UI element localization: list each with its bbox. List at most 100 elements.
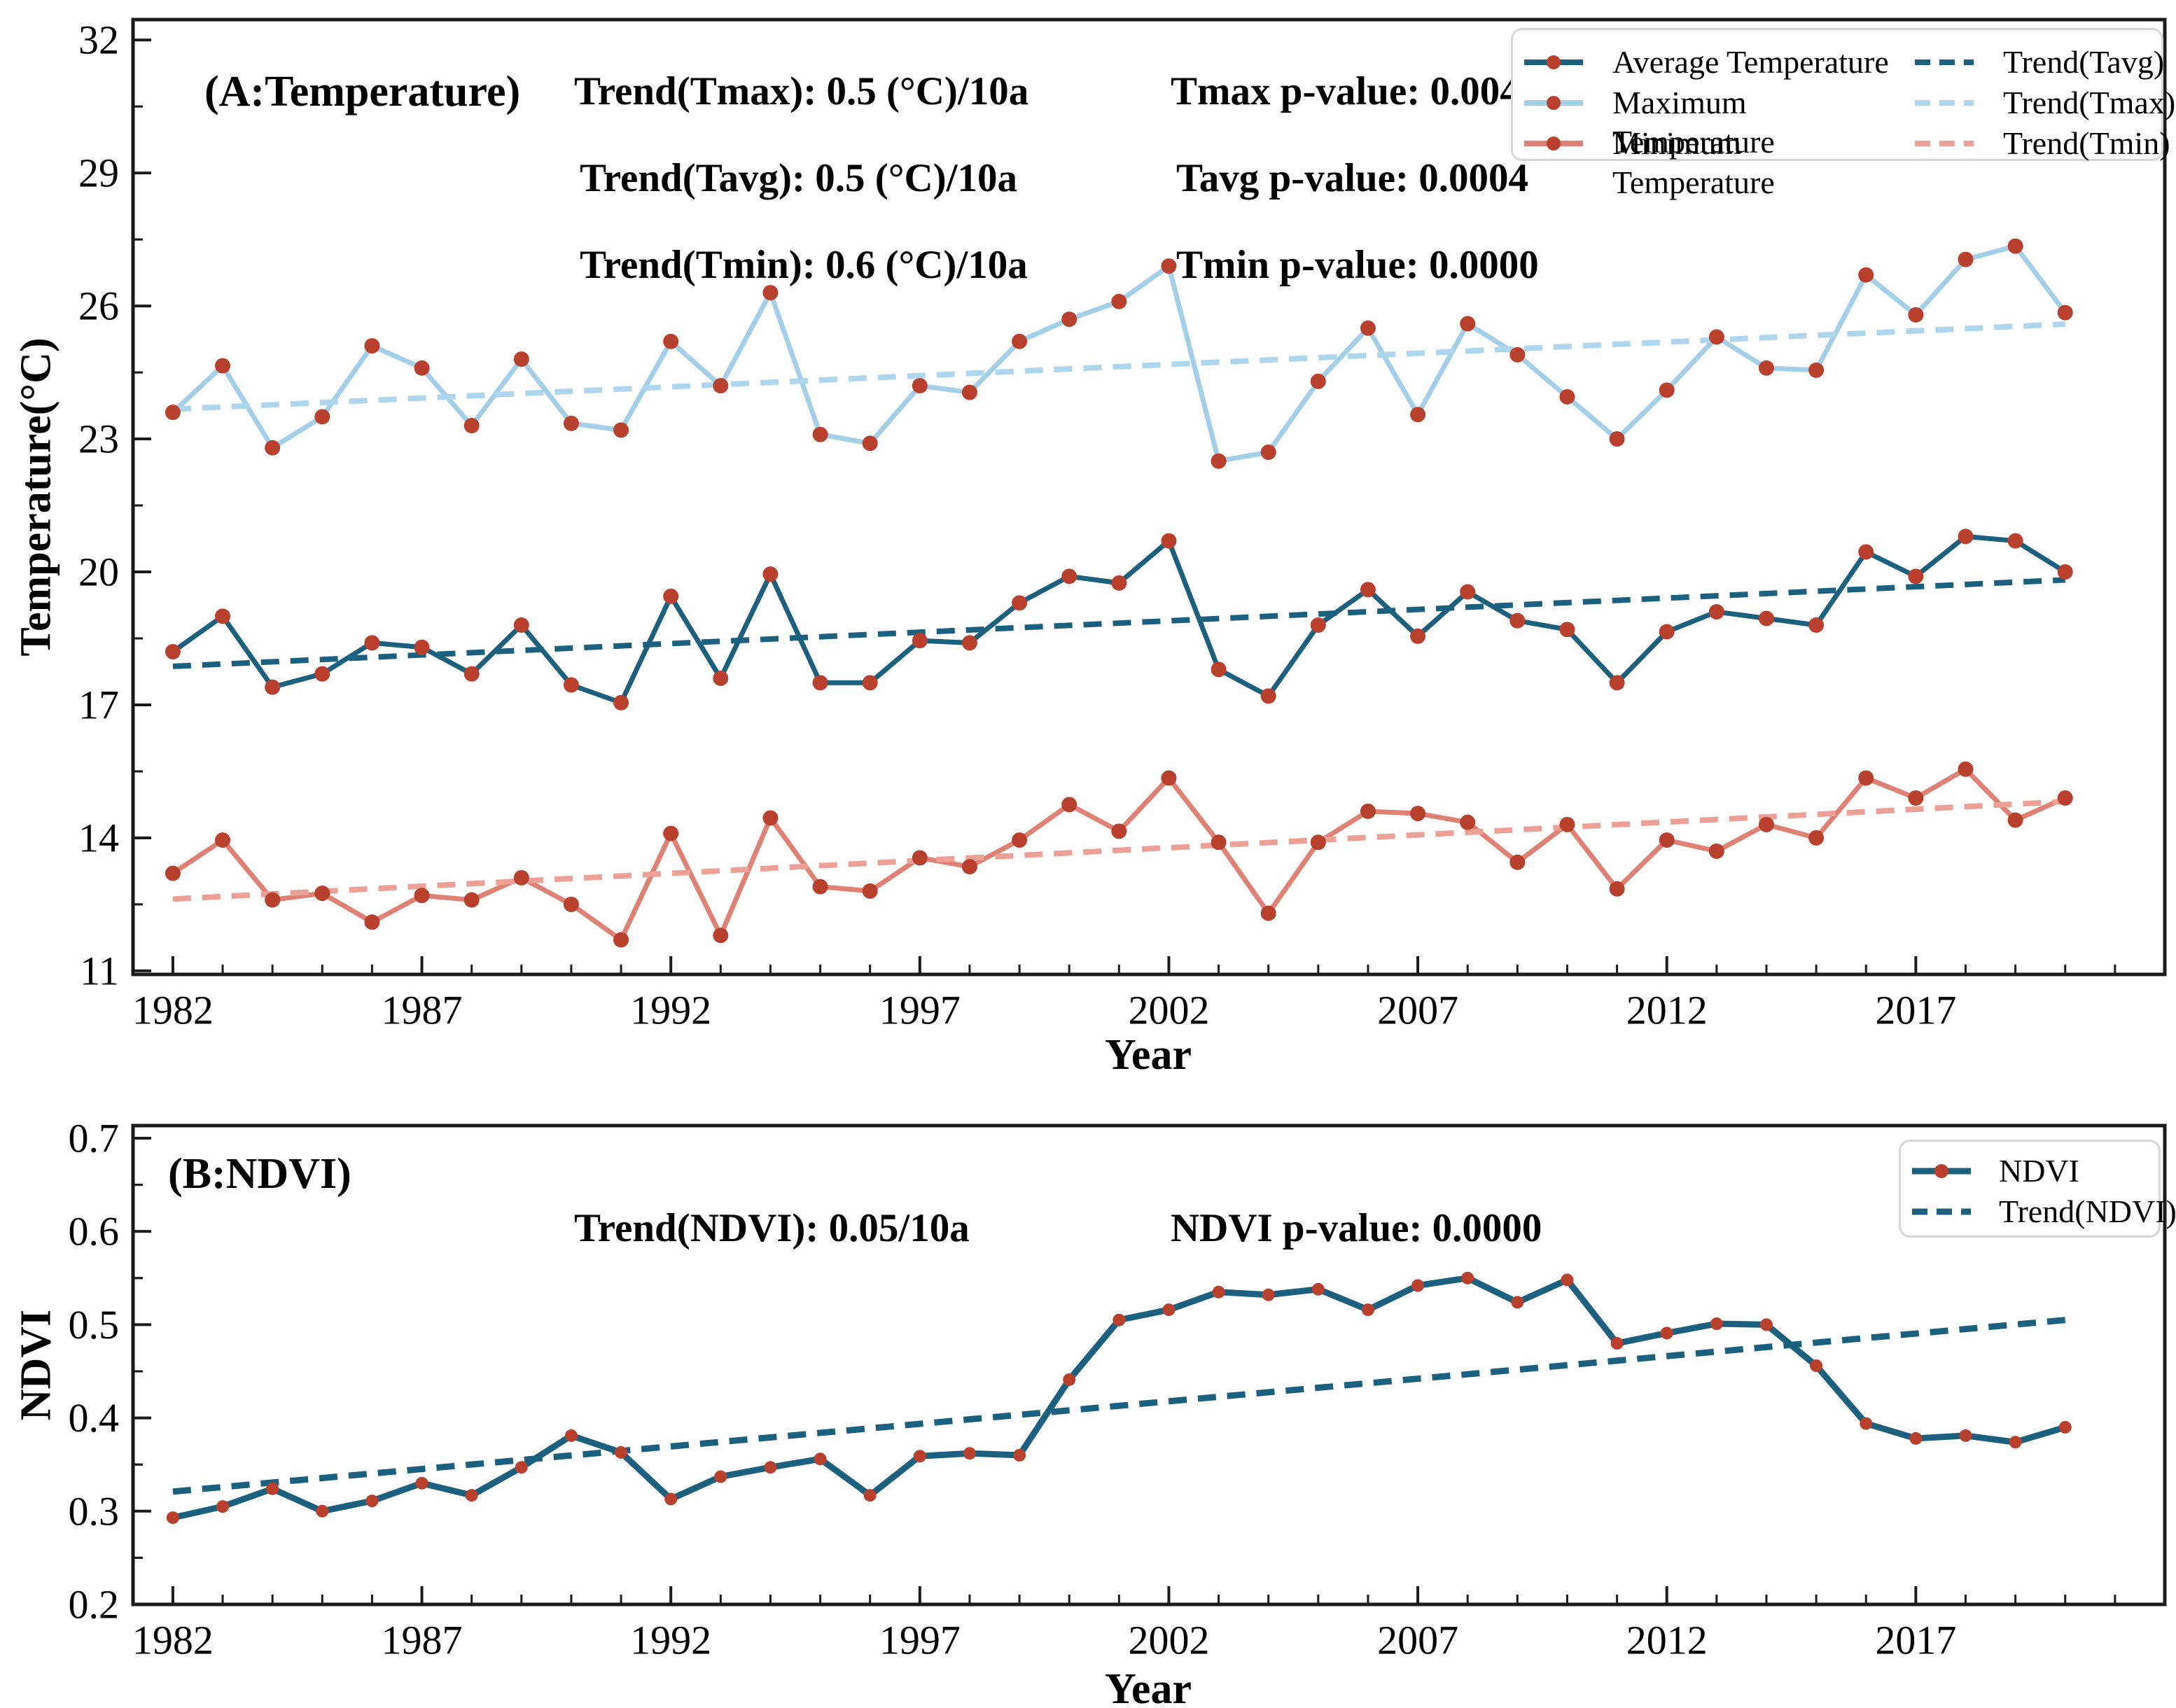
- panel-a-data-point-max: [862, 435, 878, 451]
- panel-b-data-point-ndvi: [465, 1489, 478, 1502]
- panel-a-data-point-min: [513, 869, 529, 886]
- panel-a-data-point-avg: [563, 677, 579, 693]
- panel-b-data-point-ndvi: [515, 1461, 528, 1474]
- panel-a-data-point-min: [1360, 803, 1376, 819]
- panel-b-data-point-ndvi: [564, 1429, 578, 1442]
- panel-a-legend: Average Temperature Maximum Temperature …: [1511, 28, 2175, 200]
- panel-a-data-point-avg: [364, 635, 380, 651]
- panel-a-data-point-min: [1211, 834, 1227, 850]
- panel-b-y-tick-label: 0.2: [69, 1582, 120, 1628]
- panel-b-data-point-ndvi: [1311, 1282, 1325, 1296]
- panel-b-data-point-ndvi: [1660, 1326, 1673, 1340]
- panel-b-x-axis-title: Year: [1105, 1665, 1192, 1708]
- panel-a-data-point-avg: [1758, 610, 1774, 626]
- panel-a-data-point-max: [713, 378, 729, 394]
- panel-b-x-tick-label: 2012: [1626, 1618, 1708, 1663]
- panel-a-data-point-max: [961, 384, 977, 400]
- panel-b-data-point-ndvi: [1610, 1337, 1624, 1350]
- panel-b-plot-border: [131, 1124, 2167, 1606]
- panel-b-data-point-ndvi: [216, 1500, 230, 1513]
- panel-b-data-point-ndvi: [1810, 1359, 1823, 1372]
- panel-b-data-point-ndvi: [1860, 1417, 1873, 1430]
- panel-a-data-point-min: [1012, 832, 1028, 848]
- panel-a-data-point-max: [1211, 453, 1227, 469]
- panel-a-data-point-max: [2057, 304, 2073, 321]
- panel-a-label: (A:Temperature): [204, 68, 521, 115]
- panel-a-data-point-min: [961, 859, 977, 875]
- dashed-line-icon: [1915, 141, 1974, 146]
- panel-a-x-tick-label: 1992: [630, 988, 711, 1033]
- panel-a-data-point-avg: [1310, 617, 1326, 634]
- solid-line-with-marker-icon: [1524, 136, 1583, 150]
- panel-b-data-point-ndvi: [1710, 1317, 1723, 1331]
- panel-a-y-tick-label: 23: [78, 416, 119, 462]
- panel-a-data-point-max: [613, 422, 629, 438]
- panel-a-data-point-max: [364, 338, 380, 354]
- panel-a-x-tick-label: 2017: [1875, 988, 1956, 1033]
- panel-a-data-point-avg: [1061, 568, 1077, 584]
- legend-label: Trend(NDVI): [1999, 1194, 2176, 1229]
- panel-b-data-point-ndvi: [415, 1476, 428, 1490]
- panel-b-data-point-ndvi: [1113, 1313, 1126, 1326]
- annotation-trend-tmin: Trend(Tmin): 0.6 (°C)/10a: [580, 243, 1028, 287]
- panel-a-data-point-max: [1808, 362, 1825, 378]
- panel-a-data-point-avg: [1509, 612, 1526, 629]
- panel-a-data-point-max: [1509, 346, 1526, 363]
- panel-a-y-axis-title: Temperature(°C): [12, 337, 60, 657]
- panel-a-data-point-max: [1758, 360, 1774, 376]
- panel-b-data-point-ndvi: [764, 1461, 777, 1474]
- panel-b-data-point-ndvi: [1461, 1271, 1474, 1284]
- panel-a-data-point-min: [414, 888, 430, 904]
- dashed-line-icon: [1912, 1208, 1971, 1215]
- solid-line-with-marker-icon: [1524, 55, 1583, 69]
- panel-a-data-point-min: [1260, 905, 1276, 921]
- panel-a-data-point-max: [1659, 382, 1675, 398]
- panel-a-data-point-avg: [1161, 533, 1177, 549]
- panel-a-data-point-avg: [1708, 604, 1724, 620]
- panel-a-data-point-min: [1808, 830, 1825, 846]
- annotation-p-tmax: Tmax p-value: 0.0044: [1171, 69, 1540, 113]
- panel-a-data-point-max: [1958, 251, 1974, 267]
- panel-b-data-point-ndvi: [664, 1492, 678, 1506]
- panel-a-data-point-avg: [1260, 688, 1276, 704]
- panel-a-data-point-avg: [812, 675, 828, 691]
- panel-a-data-point-min: [1061, 797, 1077, 813]
- panel-a-data-point-max: [1111, 293, 1127, 309]
- legend-label: NDVI: [1999, 1153, 2079, 1189]
- panel-b-label: (B:NDVI): [168, 1150, 351, 1198]
- panel-a-data-point-max: [513, 351, 529, 368]
- panel-b-data-point-ndvi: [316, 1504, 329, 1518]
- panel-a-data-point-min: [1708, 843, 1724, 859]
- panel-a-data-point-avg: [1211, 662, 1227, 678]
- panel-b-data-point-ndvi: [2058, 1420, 2072, 1434]
- annotation-p-tavg: Tavg p-value: 0.0004: [1176, 156, 1529, 200]
- panel-b-data-point-ndvi: [1361, 1303, 1374, 1317]
- panel-b-y-tick-label: 0.4: [69, 1395, 120, 1441]
- panel-a-data-point-avg: [1111, 575, 1127, 591]
- dashed-line-icon: [1915, 100, 1974, 106]
- panel-a-data-point-avg: [414, 639, 430, 655]
- panel-a-data-point-min: [762, 810, 779, 826]
- panel-b-x-tick-label: 1992: [630, 1618, 711, 1663]
- panel-a-data-point-avg: [912, 633, 928, 649]
- panel-a-data-point-min: [463, 892, 480, 908]
- panel-a-data-point-min: [1758, 816, 1774, 832]
- panel-a-plot-border: [131, 18, 2167, 976]
- panel-a-data-point-avg: [265, 679, 281, 695]
- panel-a-trend-line-min_trend: [172, 799, 2065, 902]
- panel-b-x-tick-label: 1982: [132, 1618, 214, 1663]
- panel-a-data-point-max: [215, 358, 231, 374]
- panel-a-data-point-avg: [762, 566, 779, 582]
- panel-a-series-line-avg: [170, 533, 2068, 706]
- legend-entry-trend-tavg: Trend(Tavg): [1913, 43, 2164, 82]
- panel-a-data-point-min: [265, 892, 281, 908]
- panel-a-data-point-avg: [1012, 595, 1028, 611]
- panel-a-data-point-min: [663, 825, 679, 841]
- panel-a-data-point-avg: [663, 588, 679, 604]
- panel-a-data-point-min: [2057, 790, 2073, 806]
- panel-a-data-point-max: [912, 378, 928, 394]
- panel-a-data-point-min: [1908, 790, 1924, 806]
- panel-b-y-tick-label: 0.6: [69, 1209, 120, 1254]
- panel-b-y-tick-label: 0.7: [69, 1115, 120, 1161]
